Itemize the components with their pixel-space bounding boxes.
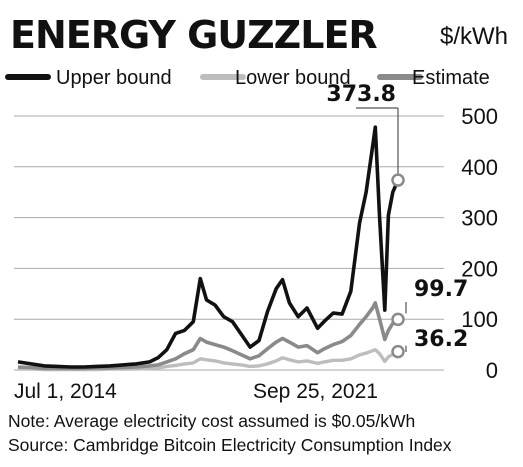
x-tick-label-end: Sep 25, 2021 [253,380,378,403]
unit-label: $/kWh [440,23,508,50]
y-tick-label-300: 300 [461,206,498,231]
endpoint-marker-lower-bound [391,344,405,359]
legend-label-estimate: Estimate [412,67,490,89]
series-lines [17,125,400,372]
endpoint-marker-estimate [391,312,405,327]
series-line-upper-bound [17,125,400,369]
y-tick-labels: 0 100 200 300 400 500 [461,104,498,383]
y-tick-label-0: 0 [486,358,498,383]
y-tick-label-500: 500 [461,104,498,129]
y-tick-label-100: 100 [461,307,498,332]
callout-label-upper-bound: 373.8 [326,82,396,107]
source-text: Source: Cambridge Bitcoin Electricity Co… [8,435,452,455]
callout-label-lower-bound: 36.2 [414,327,468,352]
note-text: Note: Average electricity cost assumed i… [8,411,415,431]
series-line-estimate [17,301,400,371]
chart-title: ENERGY GUZZLER [10,13,377,57]
endpoint-marker-upper-bound [391,173,405,187]
legend-label-upper-bound: Upper bound [56,67,172,89]
y-tick-label-200: 200 [461,256,498,281]
legend-label-lower-bound: Lower bound [235,67,351,89]
x-tick-label-start: Jul 1, 2014 [14,380,117,403]
legend: Upper bound Lower bound Estimate [5,67,490,89]
callout-label-estimate: 99.7 [414,277,468,302]
callouts: 373.8 99.7 36.2 [326,82,468,359]
y-tick-label-400: 400 [461,155,498,180]
